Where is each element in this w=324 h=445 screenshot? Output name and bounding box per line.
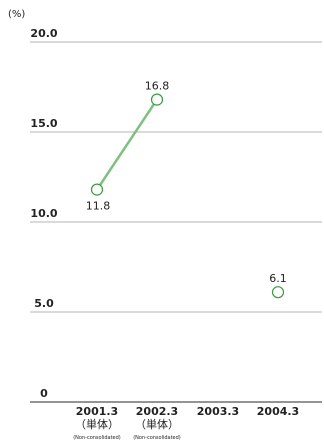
series-line-segment — [95, 98, 159, 191]
data-label: 11.8 — [86, 200, 111, 213]
gridlines — [30, 41, 322, 403]
series-line-layer — [95, 98, 159, 191]
y-unit-label: (%) — [8, 9, 25, 20]
y-tick-label: 10.0 — [30, 207, 57, 220]
x-tick-label: 2001.3 — [76, 405, 118, 418]
data-point-marker — [271, 286, 285, 299]
y-tick-label: 5.0 — [34, 297, 54, 310]
data-labels: 11.8 16.8 6.1 — [86, 80, 287, 286]
data-point-marker — [150, 93, 164, 106]
x-tick-label: 2003.3 — [197, 405, 239, 418]
x-tick-sublabel: （単体） — [135, 417, 179, 431]
x-tick-note: (Non-consolidated) — [133, 435, 181, 441]
y-tick-label: 20.0 — [30, 27, 57, 40]
x-tick-sublabel: （単体） — [75, 417, 119, 431]
y-axis-ticks: 20.0 15.0 10.0 5.0 0 — [30, 27, 57, 400]
y-tick-label: 15.0 — [30, 117, 57, 130]
x-tick-label: 2004.3 — [257, 405, 299, 418]
data-label: 16.8 — [145, 80, 170, 93]
x-tick-note: (Non-consolidated) — [73, 435, 121, 441]
data-label: 6.1 — [269, 272, 287, 285]
y-tick-label: 0 — [40, 387, 48, 400]
x-tick-label: 2002.3 — [136, 405, 178, 418]
x-axis-ticks: 2001.3（単体）(Non-consolidated)2002.3（単体）(N… — [73, 405, 299, 441]
data-points — [90, 93, 285, 299]
data-point-marker — [90, 183, 104, 196]
